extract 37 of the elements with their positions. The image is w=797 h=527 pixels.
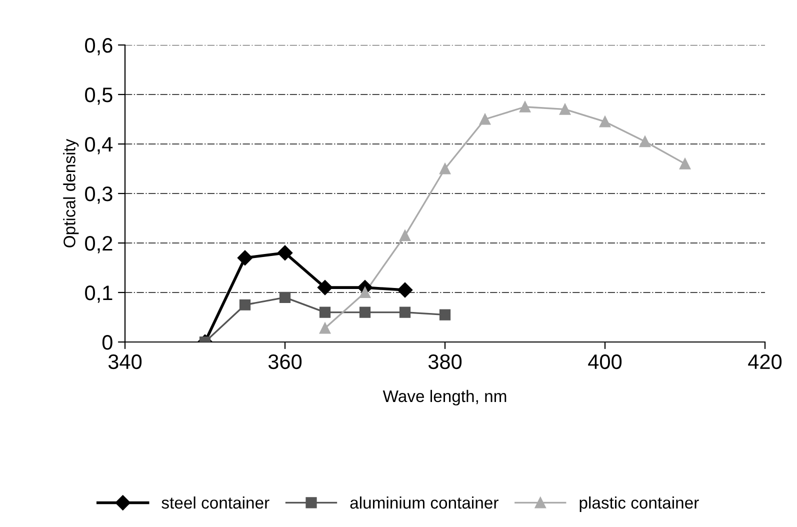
point (519, 101, 531, 112)
x-tick-label: 380 (428, 354, 462, 370)
y-tick-label: 0,5 (85, 88, 112, 105)
point (439, 309, 451, 320)
point (439, 163, 451, 174)
y-tick-label: 0,3 (85, 186, 112, 204)
x-tick-label: 400 (588, 354, 622, 370)
y-tick-label: 0,4 (85, 137, 113, 154)
y-tick-label: 0,2 (85, 236, 112, 254)
point (399, 306, 411, 318)
point (639, 136, 651, 148)
x-axis-title: Wave length, nm (382, 390, 506, 406)
legend-label: steel container (162, 496, 270, 509)
point (237, 250, 253, 266)
point (317, 280, 333, 296)
x-tick-label: 360 (268, 354, 302, 370)
x-tick-label: 340 (108, 354, 142, 370)
point (279, 292, 291, 304)
point (359, 286, 371, 298)
point (397, 282, 413, 298)
point (399, 230, 411, 242)
point (359, 306, 371, 318)
y-tick-label: 0 (102, 335, 112, 350)
y-tick-label: 0,6 (85, 38, 112, 56)
point (319, 322, 331, 334)
x-tick-label: 420 (748, 354, 782, 370)
point (599, 116, 611, 128)
point (277, 245, 293, 260)
point (479, 114, 491, 125)
point (559, 104, 571, 115)
legend-label: aluminium container (350, 496, 498, 509)
point (239, 299, 251, 310)
point (319, 306, 331, 318)
point (679, 158, 691, 170)
y-axis-title: Optical density (63, 138, 79, 248)
y-tick-label: 0,1 (85, 286, 112, 303)
legend-label: plastic container (580, 496, 699, 512)
